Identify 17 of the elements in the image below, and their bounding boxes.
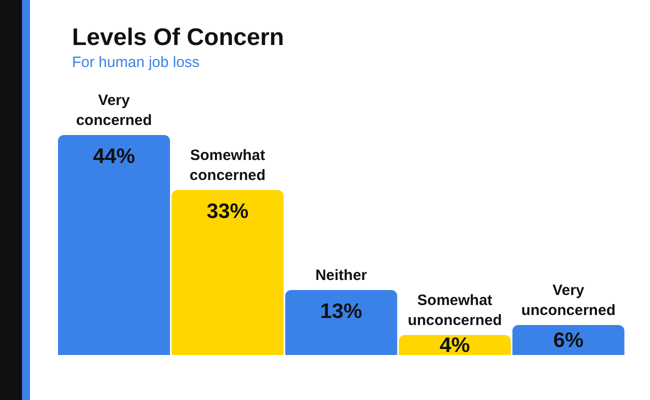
bar [398,335,511,355]
chart-title: Levels Of Concern [72,24,284,52]
bar [512,325,624,355]
x-tick-label: Somewhat unconcerned [408,292,502,329]
chart-subtitle: For human job loss [72,54,200,71]
data-label: 13% [320,300,363,323]
data-label: 44% [92,145,136,168]
bar [58,135,170,355]
data-label: 33% [206,200,249,223]
data-label: 4% [440,334,470,357]
bar [285,290,398,355]
x-tick-label: Very unconcerned [521,282,616,319]
bar [172,190,284,355]
data-label: 6% [553,329,584,352]
x-tick-label: Very concerned [76,92,152,129]
x-tick-label: Neither [315,267,368,284]
x-tick-label: Somewhat concerned [190,147,266,184]
